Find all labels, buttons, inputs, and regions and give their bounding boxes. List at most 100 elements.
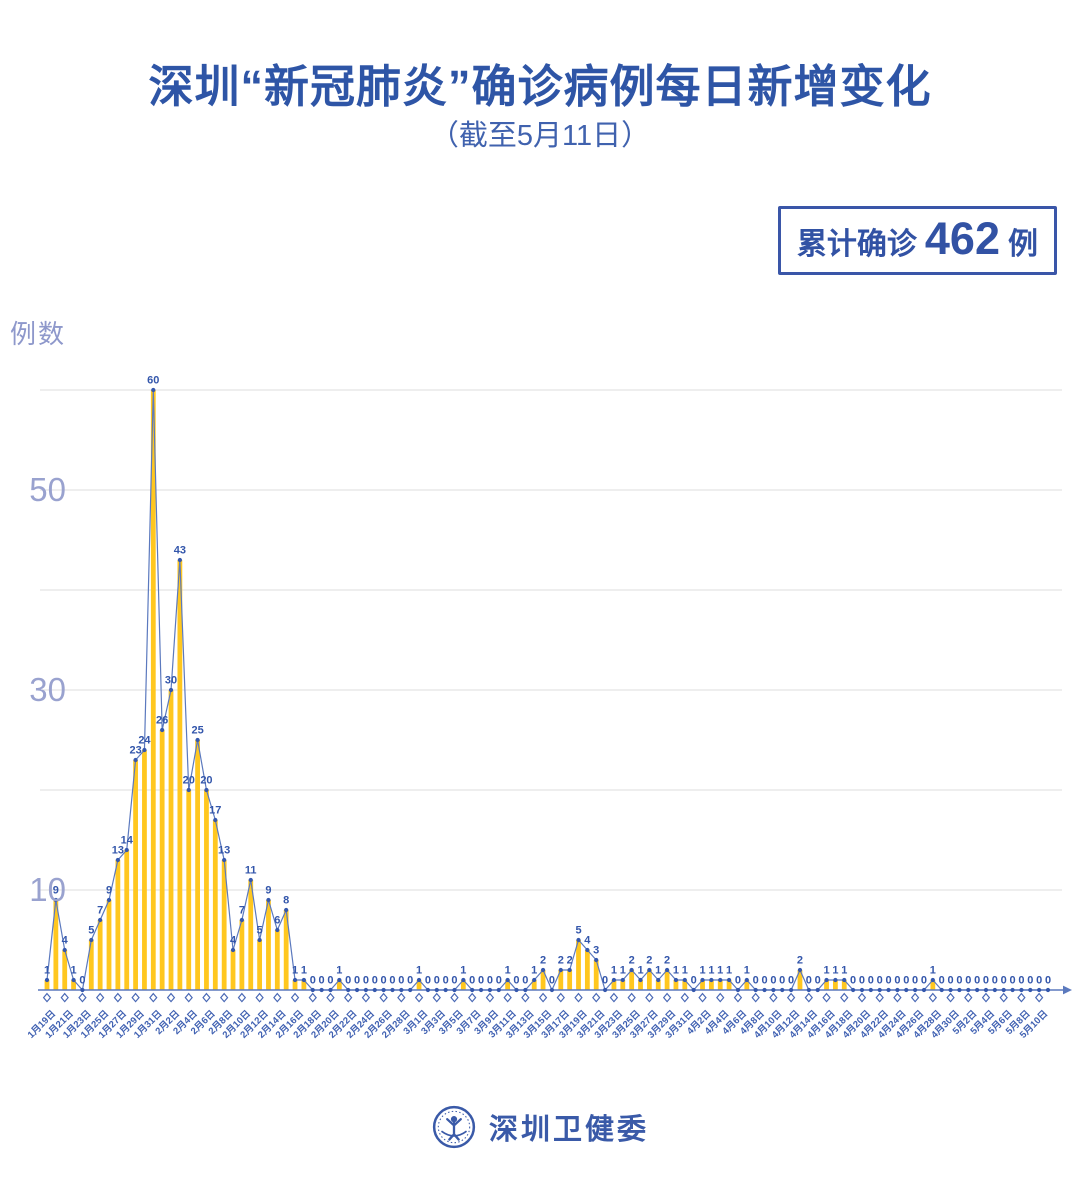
- bar: [744, 980, 750, 990]
- bar: [212, 820, 218, 990]
- point-label: 2: [567, 955, 573, 967]
- bar: [239, 920, 245, 990]
- data-point: [372, 987, 377, 993]
- data-point: [983, 987, 989, 993]
- point-label: 0: [912, 975, 918, 987]
- tick-marker: [237, 992, 247, 1003]
- tick-marker: [733, 992, 743, 1003]
- data-point: [611, 977, 617, 983]
- tick-marker: [113, 992, 123, 1003]
- point-label: 0: [779, 975, 785, 987]
- tick-marker: [751, 992, 760, 1003]
- cumulative-confirmed-badge: 累计确诊 462 例: [777, 206, 1057, 275]
- bar: [726, 980, 732, 990]
- point-label: 20: [200, 775, 212, 787]
- data-point: [664, 967, 670, 973]
- data-point: [337, 977, 342, 983]
- bar: [558, 970, 564, 990]
- point-label: 1: [726, 965, 732, 977]
- point-label: 9: [53, 885, 59, 897]
- data-point: [558, 967, 563, 973]
- point-label: 1: [336, 965, 342, 977]
- point-label: 0: [398, 975, 404, 987]
- point-label: 0: [903, 975, 909, 987]
- tick-marker: [255, 992, 264, 1003]
- data-point: [434, 987, 439, 993]
- point-label: 1: [717, 965, 723, 977]
- bar: [195, 740, 200, 990]
- bar: [168, 690, 174, 990]
- bar: [53, 900, 59, 990]
- point-label: 14: [121, 835, 134, 847]
- point-label: 1: [620, 965, 626, 977]
- data-point: [709, 977, 714, 983]
- data-point: [771, 987, 776, 993]
- data-point: [425, 987, 431, 993]
- data-point: [266, 897, 271, 903]
- data-point: [629, 967, 634, 973]
- bar: [531, 980, 537, 990]
- data-point: [160, 727, 165, 733]
- tick-marker: [414, 992, 424, 1003]
- bar: [708, 980, 714, 990]
- bar: [150, 390, 156, 990]
- bar: [133, 760, 138, 990]
- data-point: [532, 977, 537, 983]
- bar: [593, 960, 599, 990]
- point-label: 0: [1027, 975, 1033, 987]
- point-label: 1: [301, 965, 307, 977]
- point-label: 0: [451, 975, 457, 987]
- tick-marker: [166, 992, 176, 1003]
- point-label: 0: [549, 975, 555, 987]
- data-point: [700, 977, 705, 983]
- y-axis-label: 30: [29, 671, 66, 708]
- point-labels: 1941057913142324602630432025201713471159…: [44, 375, 1051, 987]
- tick-marker: [609, 992, 619, 1003]
- data-point: [620, 977, 625, 983]
- point-label: 2: [629, 955, 635, 967]
- bar: [576, 940, 581, 990]
- data-point: [904, 987, 909, 993]
- data-point: [363, 987, 369, 993]
- data-point: [1019, 987, 1024, 993]
- bar: [832, 980, 838, 990]
- bar: [177, 560, 183, 990]
- tick-marker: [149, 992, 158, 1003]
- point-label: 0: [1010, 975, 1016, 987]
- point-label: 2: [558, 955, 564, 967]
- point-label: 0: [788, 975, 794, 987]
- point-label: 1: [292, 965, 298, 977]
- point-label: 1: [611, 965, 617, 977]
- data-point: [859, 987, 865, 993]
- bar: [336, 980, 342, 990]
- data-point: [470, 987, 475, 993]
- point-label: 0: [868, 975, 874, 987]
- bar: [505, 980, 511, 990]
- tick-marker: [680, 992, 689, 1003]
- point-label: 0: [947, 975, 953, 987]
- data-point: [390, 987, 395, 993]
- bar: [611, 980, 617, 990]
- tick-marker: [698, 992, 707, 1003]
- point-label: 0: [513, 975, 519, 987]
- point-label: 1: [637, 965, 643, 977]
- point-label: 0: [1045, 975, 1051, 987]
- data-point: [354, 987, 360, 993]
- point-label: 43: [174, 545, 186, 557]
- point-label: 0: [885, 975, 891, 987]
- data-point: [62, 947, 67, 953]
- point-label: 0: [407, 975, 413, 987]
- point-label: 0: [859, 975, 865, 987]
- data-point: [239, 917, 244, 923]
- point-label: 0: [443, 975, 449, 987]
- data-points: [44, 387, 1051, 993]
- data-point: [886, 987, 891, 993]
- bar: [204, 790, 209, 990]
- data-point: [168, 687, 174, 693]
- data-point: [44, 977, 50, 983]
- point-label: 1: [416, 965, 422, 977]
- data-point: [797, 967, 803, 973]
- tick-marker: [981, 992, 991, 1003]
- tick-marker: [432, 992, 441, 1003]
- bar: [106, 900, 112, 990]
